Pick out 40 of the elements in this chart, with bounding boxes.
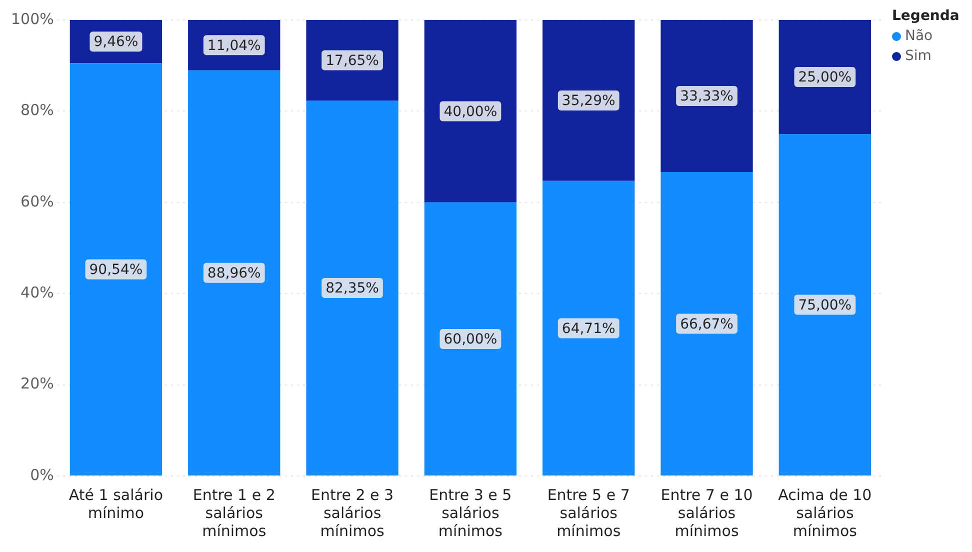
data-label: 75,00%	[798, 297, 852, 314]
legend-label: Sim	[905, 48, 932, 64]
data-label: 11,04%	[207, 38, 261, 54]
data-label: 88,96%	[207, 266, 261, 282]
bar	[70, 63, 162, 476]
data-label: 9,46%	[94, 34, 138, 50]
y-tick-label: 0%	[30, 466, 54, 484]
data-label: 66,67%	[680, 316, 734, 332]
x-tick-label: Até 1 salário mínimo	[68, 486, 163, 522]
data-label: 25,00%	[798, 70, 852, 86]
bar	[424, 202, 517, 476]
bar	[424, 20, 517, 202]
data-label: 90,54%	[89, 262, 143, 278]
y-tick-label: 80%	[20, 101, 54, 120]
data-label: 40,00%	[444, 104, 498, 120]
legend-title: Legenda	[892, 8, 960, 24]
x-tick-label: Entre 7 e 10 salários mínimos	[660, 486, 753, 540]
bar	[660, 20, 753, 172]
data-label: 64,71%	[562, 320, 616, 337]
bar	[188, 70, 280, 476]
bar	[660, 172, 753, 476]
x-tick-label: Entre 3 e 5 salários mínimos	[429, 486, 512, 540]
x-tick-label: Acima de 10 salários mínimos	[778, 486, 872, 540]
bar	[542, 20, 635, 181]
x-tick-label: Entre 1 e 2 salários mínimos	[192, 486, 276, 540]
x-tick-label: Entre 2 e 3 salários mínimos	[311, 486, 394, 540]
data-label: 35,29%	[562, 93, 616, 110]
bar	[778, 134, 872, 476]
bar	[542, 180, 635, 476]
y-tick-label: 100%	[10, 10, 54, 28]
y-tick-label: 60%	[20, 192, 54, 210]
bar	[306, 100, 398, 476]
data-label: 17,65%	[326, 52, 379, 69]
x-tick-label: Entre 5 e 7 salários mínimos	[547, 486, 630, 540]
y-tick-label: 20%	[20, 374, 54, 393]
data-label: 60,00%	[444, 332, 498, 348]
data-label: 82,35%	[326, 280, 379, 297]
legend-label: Não	[905, 28, 933, 44]
y-tick-label: 40%	[20, 283, 54, 302]
data-label: 33,33%	[680, 88, 734, 105]
